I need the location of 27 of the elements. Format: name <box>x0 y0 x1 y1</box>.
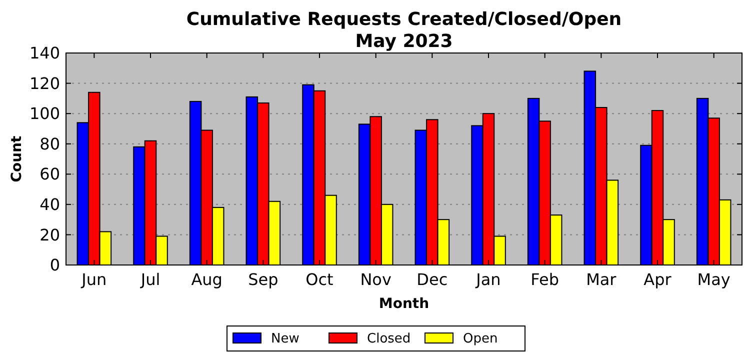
x-axis-title: Month <box>378 296 430 312</box>
x-tick-label: Nov <box>360 270 392 289</box>
chart-title: Cumulative Requests Created/Closed/Open <box>186 9 622 30</box>
x-tick-label: Jul <box>140 270 160 289</box>
y-tick-label: 140 <box>29 44 60 63</box>
x-tick-label: Aug <box>191 270 222 289</box>
x-tick-label: Jan <box>475 270 501 289</box>
x-tick-label: Dec <box>416 270 448 289</box>
chart-subtitle: May 2023 <box>355 31 453 52</box>
x-tick-label: Apr <box>644 270 672 289</box>
legend-label: Open <box>463 332 498 347</box>
y-tick-label: 120 <box>29 74 60 93</box>
legend-label: New <box>271 332 300 347</box>
y-tick-label: 100 <box>29 104 60 124</box>
x-tick-label: Feb <box>530 270 559 289</box>
y-tick-label: 0 <box>50 256 60 275</box>
y-tick-label: 80 <box>40 134 60 154</box>
x-tick-label: Jun <box>80 270 107 289</box>
x-tick-label: Oct <box>306 270 334 289</box>
y-tick-label: 40 <box>40 195 60 214</box>
x-tick-label: Mar <box>586 270 617 289</box>
x-tick-label: Sep <box>248 270 278 289</box>
y-tick-label: 60 <box>40 164 60 184</box>
y-tick-label: 20 <box>40 225 60 244</box>
x-tick-label: May <box>697 270 730 289</box>
legend-label: Closed <box>367 332 411 347</box>
y-axis-title: Count <box>9 135 25 182</box>
